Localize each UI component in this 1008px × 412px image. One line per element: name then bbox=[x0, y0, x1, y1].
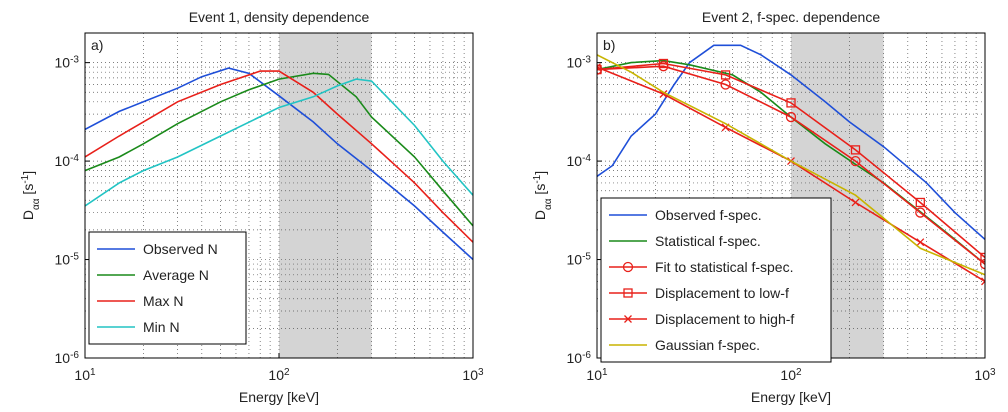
marker bbox=[915, 207, 926, 218]
legend-label: Observed N bbox=[143, 241, 218, 257]
x-axis-label: Energy [keV] bbox=[751, 389, 831, 405]
y-tick-label: 10-4 bbox=[55, 153, 80, 170]
plot-lines bbox=[85, 67, 473, 261]
legend-label: Min N bbox=[143, 319, 180, 335]
marker bbox=[850, 145, 861, 155]
x-tick-label: 102 bbox=[268, 367, 290, 384]
x-tick-label: 103 bbox=[462, 367, 484, 384]
marker bbox=[623, 288, 633, 298]
x-axis-label: Energy [keV] bbox=[239, 389, 319, 405]
marker bbox=[979, 258, 985, 270]
marker bbox=[980, 252, 985, 263]
legend-label: Observed f-spec. bbox=[655, 207, 762, 223]
chart-title: Event 1, density dependence bbox=[189, 9, 370, 25]
series-line bbox=[597, 65, 985, 265]
y-tick-label: 10-6 bbox=[55, 350, 80, 367]
marker bbox=[658, 58, 669, 69]
y-axis-label: Dαα [s-1] bbox=[532, 171, 554, 220]
legend-label: Fit to statistical f-spec. bbox=[655, 259, 793, 275]
panel: 101 102 103 10-6 10-5 10-4 10-3 Event 1, densit… bbox=[20, 9, 485, 405]
y-tick-label: 10-3 bbox=[567, 54, 592, 71]
marker bbox=[786, 98, 796, 108]
x-tick-label: 101 bbox=[74, 367, 96, 384]
marker bbox=[851, 198, 860, 207]
marker bbox=[597, 64, 602, 75]
marker bbox=[720, 79, 731, 90]
y-tick-label: 10-3 bbox=[55, 54, 80, 71]
legend-label: Statistical f-spec. bbox=[655, 233, 761, 249]
series-line bbox=[597, 44, 985, 240]
panel-label: a) bbox=[91, 37, 103, 53]
series-line bbox=[597, 54, 985, 276]
marker bbox=[981, 277, 985, 286]
y-tick-label: 10-6 bbox=[567, 350, 592, 367]
x-tick-label: 101 bbox=[586, 367, 608, 384]
legend-label: Average N bbox=[143, 267, 209, 283]
panel-label: b) bbox=[603, 37, 615, 53]
legend: Observed f-spec. Statistical f-spec. Fit t… bbox=[600, 197, 832, 363]
marker bbox=[622, 261, 634, 273]
shaded-band bbox=[279, 33, 372, 358]
series-line bbox=[85, 72, 473, 227]
y-tick-label: 10-5 bbox=[567, 251, 592, 268]
plot-lines bbox=[597, 44, 985, 286]
marker bbox=[850, 155, 861, 167]
marker bbox=[597, 63, 601, 72]
series-line bbox=[85, 70, 473, 243]
marker bbox=[785, 111, 797, 123]
marker bbox=[624, 315, 632, 323]
marker bbox=[916, 238, 925, 247]
legend-label: Displacement to low-f bbox=[655, 285, 789, 301]
legend-label: Max N bbox=[143, 293, 183, 309]
x-tick-label: 103 bbox=[974, 367, 996, 384]
marker bbox=[915, 197, 925, 208]
plot-frame bbox=[84, 32, 474, 359]
y-axis-label: Dαα [s-1] bbox=[20, 171, 42, 220]
chart-title: Event 2, f-spec. dependence bbox=[702, 9, 880, 25]
y-tick-label: 10-4 bbox=[567, 153, 592, 170]
legend: Observed N Average N Max N Min N bbox=[88, 231, 247, 345]
legend-label: Displacement to high-f bbox=[655, 311, 794, 327]
marker bbox=[720, 70, 731, 80]
legend-box bbox=[88, 231, 247, 345]
panel: 101 102 103 10-6 10-5 10-4 10-3 Event 2, f-spec… bbox=[532, 9, 997, 405]
legend-label: Gaussian f-spec. bbox=[655, 337, 760, 353]
series-line bbox=[597, 62, 985, 259]
series-line bbox=[85, 78, 473, 207]
legend-box bbox=[600, 197, 832, 363]
y-tick-label: 10-5 bbox=[55, 251, 80, 268]
x-tick-label: 102 bbox=[780, 367, 802, 384]
